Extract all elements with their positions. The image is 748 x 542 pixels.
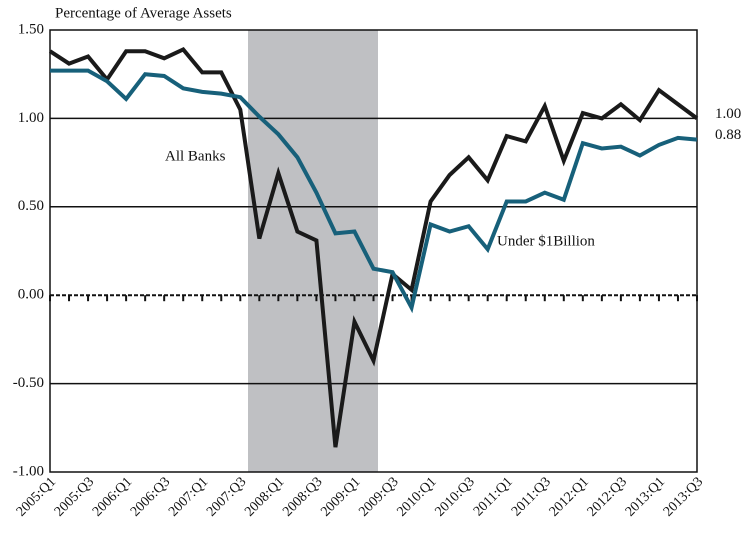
x-tick-label: 2009:Q1	[318, 474, 363, 519]
y-tick-label: -1.00	[13, 463, 44, 479]
x-tick-label: 2005:Q1	[14, 474, 59, 519]
x-tick-label: 2006:Q1	[90, 474, 135, 519]
plot-frame	[49, 29, 698, 473]
series-label: All Banks	[165, 148, 226, 164]
x-tick-label: 2009:Q3	[356, 474, 401, 519]
x-tick-label: 2010:Q1	[394, 474, 439, 519]
x-tick-label: 2005:Q3	[52, 474, 97, 519]
x-tick-label: 2011:Q1	[471, 474, 516, 519]
series-line	[48, 46, 699, 448]
chart-title: Percentage of Average Assets	[55, 5, 232, 21]
x-tick-label: 2013:Q1	[623, 474, 668, 519]
y-tick-label: 1.00	[18, 110, 44, 126]
x-tick-label: 2010:Q3	[432, 474, 477, 519]
y-tick-label: 0.00	[18, 287, 44, 303]
x-tick-label: 2007:Q1	[166, 474, 211, 519]
x-tick-label: 2008:Q1	[242, 474, 287, 519]
x-tick-label: 2012:Q1	[547, 474, 592, 519]
recession-shading	[248, 30, 378, 472]
x-tick-label: 2008:Q3	[280, 474, 325, 519]
series-label: Under $1Billion	[497, 233, 595, 249]
x-tick-label: 2006:Q3	[128, 474, 173, 519]
y-tick-label: -0.50	[13, 375, 44, 391]
x-tick-label: 2011:Q3	[509, 474, 554, 519]
y-tick-label: 0.50	[18, 198, 44, 214]
x-tick-label: 2012:Q3	[585, 474, 630, 519]
x-tick-label: 2013:Q3	[661, 474, 706, 519]
y-tick-label: 1.50	[18, 21, 44, 37]
x-tick-label: 2007:Q3	[204, 474, 249, 519]
value-label: 1.00	[715, 106, 741, 122]
value-label: 0.88	[715, 127, 741, 143]
series-line	[50, 68, 698, 314]
